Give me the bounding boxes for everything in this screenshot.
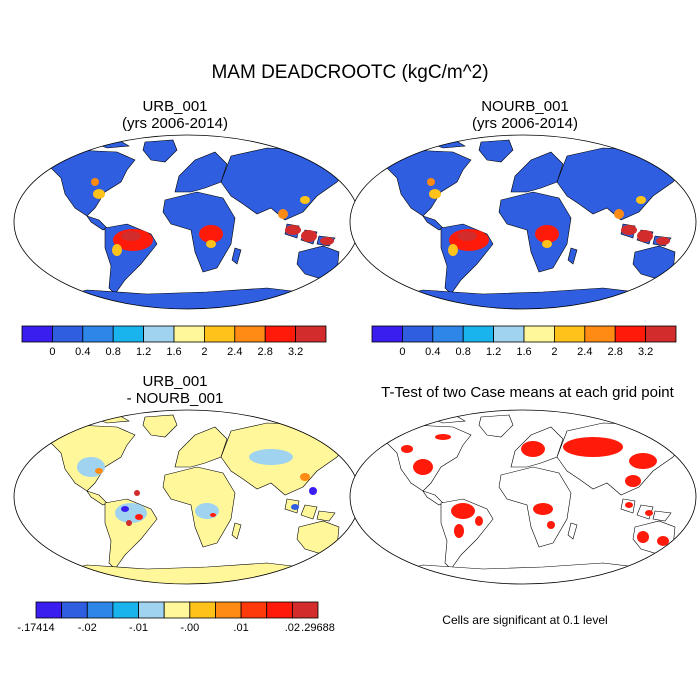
colorbar-urb-swatch-8 (264, 325, 297, 343)
colorbar-difference-swatch-10 (291, 601, 319, 619)
colorbar-difference-swatch-4 (138, 601, 165, 619)
colorbar-nourb-swatch-6 (554, 325, 586, 343)
colorbar-nourb-tick-label: 0.4 (425, 346, 441, 358)
colorbar-urb-tick-label: 2.4 (227, 346, 243, 358)
panel-3-title-line2: - NOURB_001 (126, 390, 224, 407)
colorbar-nourb-swatch-1 (401, 325, 434, 343)
colorbar-nourb-tick-label: 2 (551, 346, 558, 358)
colorbar-urb-tick-label: 3.2 (287, 346, 304, 358)
colorbar-difference-tick-label: .02 (284, 622, 300, 634)
colorbar-nourb-tick-label: 2.4 (577, 346, 593, 358)
colorbar-difference-tick-label: -.00 (180, 622, 200, 634)
colorbar-difference-swatch-0 (35, 601, 63, 619)
colorbar-difference-tick-label: -.17414 (17, 622, 55, 634)
colorbar-difference-tick-label: .29688 (301, 622, 335, 634)
panel-3-title-line1: URB_001 (142, 373, 208, 390)
colorbar-difference-swatch-7 (215, 601, 242, 619)
panel-4-title: T-Test of two Case means at each grid po… (355, 384, 700, 401)
colorbar-difference (35, 601, 319, 619)
colorbar-difference-swatch-5 (163, 601, 191, 619)
panel-4-title-line1: T-Test of two Case means at each grid po… (381, 384, 674, 401)
colorbar-urb-swatch-3 (112, 325, 144, 343)
colorbar-nourb-swatch-5 (523, 325, 555, 343)
panel-1-title-line2: (yrs 2006-2014) (122, 115, 228, 132)
main-title: MAM DEADCROOTC (kgC/m^2) (211, 62, 489, 83)
panel-2-title: NOURB_001 (yrs 2006-2014) (410, 98, 640, 132)
colorbar-urb-swatch-5 (173, 325, 205, 343)
colorbar-nourb-swatch-8 (614, 325, 647, 343)
colorbar-difference-swatch-3 (112, 601, 139, 619)
colorbar-nourb-swatch-4 (493, 325, 525, 343)
colorbar-nourb-swatch-2 (432, 325, 464, 343)
colorbar-urb-tick-label: 1.6 (166, 346, 182, 358)
colorbar-nourb-swatch-9 (645, 325, 677, 343)
colorbar-nourb-swatch-0 (371, 325, 403, 343)
colorbar-nourb-tick-label: 3.2 (637, 346, 654, 358)
colorbar-urb (21, 325, 327, 343)
panel-2-title-line2: (yrs 2006-2014) (472, 115, 578, 132)
map-panel-nourb (349, 134, 697, 310)
colorbar-nourb-tick-label: 0.8 (455, 346, 471, 358)
colorbar-difference-swatch-8 (240, 601, 268, 619)
colorbar-difference-tick-label: -.01 (129, 622, 149, 634)
colorbar-nourb (371, 325, 677, 343)
colorbar-difference-tick-label: .01 (233, 622, 249, 634)
colorbar-urb-swatch-6 (203, 325, 236, 343)
significance-note: Cells are significant at 0.1 level (442, 613, 608, 627)
colorbar-nourb-swatch-3 (462, 325, 495, 343)
colorbar-urb-swatch-9 (295, 325, 327, 343)
colorbar-difference-swatch-2 (86, 601, 114, 619)
colorbar-urb-tick-label: 0.4 (75, 346, 91, 358)
colorbar-nourb-tick-label: 2.8 (607, 346, 623, 358)
colorbar-urb-swatch-4 (143, 325, 175, 343)
colorbar-urb-swatch-2 (82, 325, 114, 343)
map-panel-urb (13, 134, 361, 310)
panel-3-title: URB_001 - NOURB_001 (60, 373, 290, 407)
colorbar-nourb-swatch-7 (584, 325, 616, 343)
colorbar-nourb-tick-label: 1.6 (516, 346, 532, 358)
colorbar-difference-swatch-6 (189, 601, 216, 619)
map-panel-ttest (349, 409, 697, 585)
colorbar-nourb-tick-label: 0 (399, 346, 406, 358)
colorbar-difference-swatch-1 (61, 601, 88, 619)
colorbar-difference-swatch-9 (266, 601, 293, 619)
colorbar-urb-tick-label: 0.8 (105, 346, 121, 358)
colorbar-urb-swatch-0 (21, 325, 53, 343)
colorbar-urb-tick-label: 2.8 (257, 346, 273, 358)
map-panel-difference (13, 409, 361, 585)
colorbar-urb-tick-label: 1.2 (135, 346, 152, 358)
colorbar-difference-tick-label: -.02 (77, 622, 97, 634)
panel-1-title: URB_001 (yrs 2006-2014) (60, 98, 290, 132)
panel-1-title-line1: URB_001 (142, 98, 208, 115)
colorbar-urb-swatch-1 (52, 325, 84, 343)
colorbar-urb-tick-label: 0 (49, 346, 56, 358)
colorbar-nourb-tick-label: 1.2 (485, 346, 502, 358)
panel-2-title-line1: NOURB_001 (481, 98, 569, 115)
colorbar-urb-tick-label: 2 (201, 346, 208, 358)
colorbar-urb-swatch-7 (234, 325, 266, 343)
